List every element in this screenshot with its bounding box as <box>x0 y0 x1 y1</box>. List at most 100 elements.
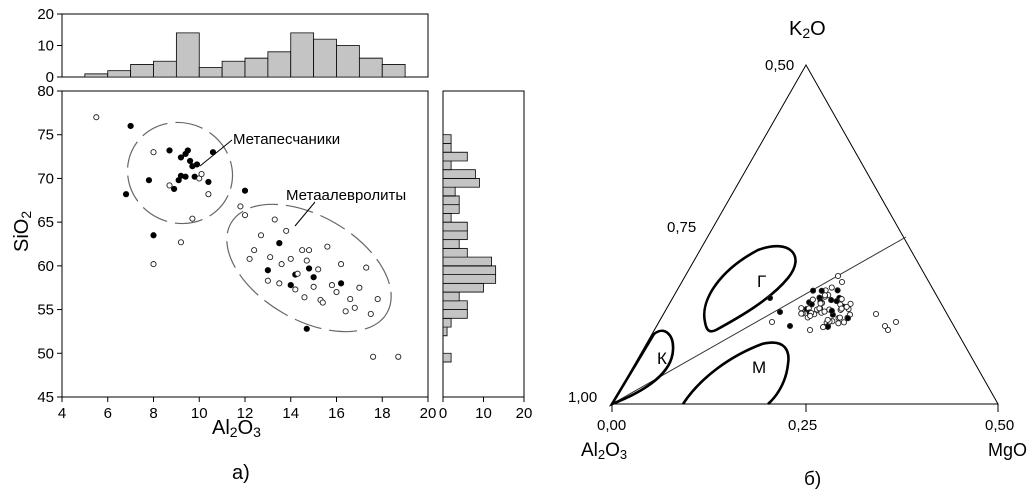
field-g-outline <box>702 244 797 333</box>
data-point-open <box>283 227 290 234</box>
data-point-open <box>363 264 370 271</box>
ternary-point-open <box>824 316 831 323</box>
ternary-point-open <box>821 308 828 315</box>
ternary-point-open <box>836 314 843 321</box>
data-point-open <box>267 254 274 261</box>
data-point-open <box>328 282 335 289</box>
data-point-open <box>333 289 340 296</box>
data-point-open <box>150 261 157 268</box>
base-right-value-label: 0,50 <box>985 417 1014 434</box>
metasiltstone-envelope <box>226 203 392 333</box>
x-tick-label: 6 <box>104 405 112 422</box>
data-point-open <box>205 191 212 198</box>
right-hist-bar <box>442 282 484 293</box>
al2o3-histogram: 0 10 20 <box>37 6 429 86</box>
data-point-filled <box>193 161 201 168</box>
data-point-open <box>241 212 249 219</box>
y-tick-label: 50 <box>37 345 54 362</box>
top-hist-bar <box>290 32 315 78</box>
ternary-point-open <box>809 296 816 303</box>
right-hist-tick-label: 10 <box>475 405 492 422</box>
panel-b-label: б) <box>804 469 821 490</box>
data-point-open <box>367 310 374 317</box>
y-tick-label: 75 <box>37 127 54 144</box>
data-point-filled <box>177 154 185 161</box>
data-point-open <box>370 353 377 360</box>
ternary-point-filled <box>833 298 840 305</box>
x-tick-label: 20 <box>420 405 437 422</box>
ternary-point-open <box>843 303 850 310</box>
data-point-open <box>324 243 331 250</box>
top-hist-bar <box>198 67 223 78</box>
ternary-point-open <box>838 278 846 286</box>
ternary-point-filled <box>828 297 835 304</box>
top-hist-bar <box>244 57 269 78</box>
x-tick-label: 18 <box>374 405 391 422</box>
x-axis-title: Al2O3 <box>212 417 261 440</box>
ternary-point-filled <box>844 315 852 322</box>
metasandstone-label: Метапесчаники <box>233 131 340 148</box>
data-point-open <box>319 299 326 306</box>
data-point-open <box>294 270 301 277</box>
y-tick-label: 55 <box>37 302 54 319</box>
data-point-open <box>299 247 306 254</box>
ternary-point-open <box>821 292 828 299</box>
data-point-filled <box>276 240 283 247</box>
x-tick-label: 16 <box>328 405 345 422</box>
right-hist-bar <box>442 352 452 363</box>
data-point-open <box>276 280 283 287</box>
data-point-filled <box>184 147 191 154</box>
right-hist-bar <box>442 274 497 284</box>
data-point-open <box>271 216 278 223</box>
x-tick-label: 8 <box>149 405 157 422</box>
data-point-open <box>303 257 310 264</box>
top-hist-bar <box>336 45 360 78</box>
scatter-panel: 4 6 8 10 12 14 16 18 20 45 50 55 60 65 70 75 80 Метапес… <box>11 83 436 484</box>
ternary-point-open <box>820 324 827 331</box>
ternary-point-open <box>798 310 805 317</box>
data-point-filled <box>205 178 212 186</box>
metasandstone-leader <box>199 139 233 167</box>
ternary-point-filled <box>828 307 835 314</box>
data-point-filled <box>145 177 153 184</box>
right-hist-bar <box>442 195 460 206</box>
x-tick-label: 14 <box>282 405 299 422</box>
data-point-filled <box>305 265 313 272</box>
metasandstone-envelope <box>126 121 234 225</box>
data-point-open <box>374 296 381 303</box>
ternary-point-open <box>838 296 845 303</box>
data-point-open <box>395 353 402 360</box>
data-point-open <box>237 203 244 210</box>
data-point-open <box>93 114 100 121</box>
data-point-open <box>301 294 308 301</box>
data-point-open <box>287 255 294 262</box>
ternary-triangle <box>611 63 999 405</box>
right-hist-bar <box>442 169 476 179</box>
ternary-point-open <box>807 312 814 319</box>
top-hist-bar <box>221 60 246 78</box>
y-tick-label: 60 <box>37 258 54 275</box>
right-hist-bar <box>442 212 452 223</box>
right-hist-tick-label: 0 <box>439 405 447 422</box>
field-k-outline <box>608 329 675 407</box>
y-tick-label: 70 <box>37 170 54 187</box>
field-m-label: М <box>752 358 766 377</box>
ternary-point-filled <box>810 287 817 294</box>
right-hist-bar <box>442 239 460 249</box>
x-tick-label: 10 <box>191 405 208 422</box>
right-hist-bar <box>442 160 452 171</box>
data-point-open <box>177 239 184 246</box>
y-axis-title: SiO2 <box>11 211 34 252</box>
right-hist-bar <box>442 309 468 319</box>
field-g-label: Г <box>757 272 766 291</box>
top-hist-tick-label: 10 <box>37 38 54 55</box>
ternary-point-open <box>817 300 824 307</box>
apex-value-label: 0,50 <box>765 57 794 74</box>
right-hist-bar <box>442 204 460 214</box>
y-tick-label: 45 <box>37 389 54 406</box>
sio2-histogram: 0 10 20 <box>439 90 532 422</box>
data-point-open <box>342 308 349 315</box>
right-hist-bar <box>442 134 452 144</box>
top-hist-tick-label: 0 <box>46 69 54 86</box>
ternary-diagram: К Г М K2O 0,50 0,75 1,00 0,00 0,25 0,50 … <box>568 18 1027 490</box>
